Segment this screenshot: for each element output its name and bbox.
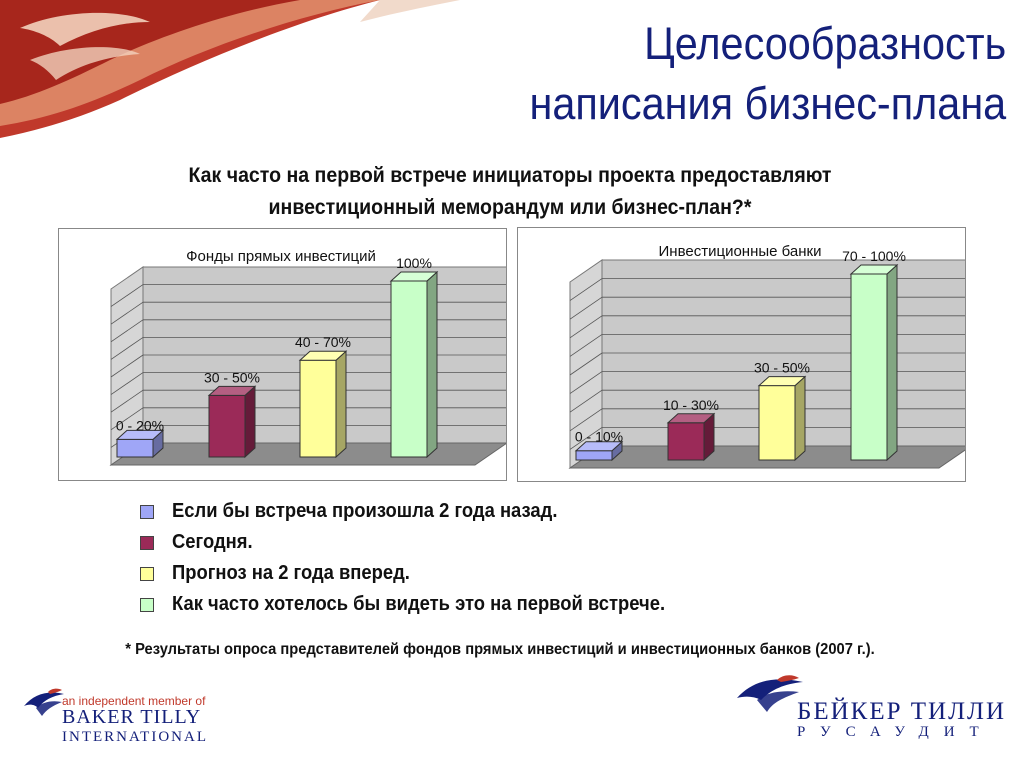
baker-tilly-international-logo: an independent member of BAKER TILLY INT… bbox=[22, 686, 222, 746]
chart-data-label: 30 - 50% bbox=[204, 369, 260, 385]
chart-bar bbox=[757, 375, 807, 462]
chart-bar-front bbox=[575, 450, 613, 461]
chart-bar bbox=[574, 440, 624, 462]
logo-subname: РУСАУДИТ bbox=[797, 724, 994, 740]
chart-gridline bbox=[110, 389, 144, 413]
bird-logo-icon bbox=[737, 675, 803, 712]
chart-bar bbox=[849, 263, 899, 462]
chart-data-label: 0 - 20% bbox=[116, 417, 164, 433]
chart-bar-top bbox=[849, 264, 899, 275]
chart-gridline bbox=[110, 372, 144, 395]
chart-gridline bbox=[569, 427, 603, 450]
chart-gridline bbox=[569, 278, 603, 301]
chart-bar-side bbox=[335, 350, 347, 459]
chart-bar-top bbox=[389, 271, 439, 282]
chart-bar-side bbox=[426, 270, 438, 459]
logo-name: BAKER TILLY bbox=[62, 706, 202, 728]
chart-gridline bbox=[569, 296, 603, 320]
chart-gridline bbox=[569, 315, 603, 339]
legend-swatch bbox=[140, 504, 154, 519]
chart-gridline bbox=[110, 319, 144, 343]
footnote: * Результаты опроса представителей фондо… bbox=[125, 641, 875, 658]
chart-bar-side bbox=[244, 385, 256, 459]
chart-gridline bbox=[569, 371, 603, 394]
chart-title: Фонды прямых инвестиций bbox=[186, 248, 376, 265]
page-title: Целесообразность написания бизнес-плана bbox=[529, 14, 1006, 134]
chart-data-label: 70 - 100% bbox=[842, 248, 906, 264]
chart-bar-front bbox=[299, 359, 337, 458]
chart-bar bbox=[298, 350, 348, 459]
chart-data-label: 10 - 30% bbox=[663, 397, 719, 413]
logo-tagline: an independent member of bbox=[62, 694, 206, 708]
legend-label: Прогноз на 2 года вперед. bbox=[172, 562, 410, 584]
decorative-swoosh bbox=[0, 0, 460, 138]
survey-question-line1: Как часто на первой встрече инициаторы п… bbox=[188, 164, 832, 187]
chart-panel-private-equity: Фонды прямых инвестиций 0 - 20% 30 - 50% 40… bbox=[58, 228, 507, 481]
baker-tilly-rusaudit-logo: БЕЙКЕР ТИЛЛИ РУСАУДИТ bbox=[735, 670, 1015, 750]
chart-bar-front bbox=[208, 394, 246, 458]
chart-gridline bbox=[110, 354, 144, 378]
chart-bar-side bbox=[886, 263, 898, 462]
legend-swatch bbox=[140, 535, 154, 550]
chart-gridline bbox=[110, 284, 144, 307]
chart-data-label: 40 - 70% bbox=[295, 334, 351, 350]
chart-gridline bbox=[110, 337, 144, 360]
legend-label: Если бы встреча произошла 2 года назад. bbox=[172, 500, 558, 522]
chart-gridline bbox=[569, 334, 603, 357]
chart-bar-front bbox=[667, 422, 705, 461]
bird-logo-icon bbox=[24, 688, 64, 716]
logo-name: БЕЙКЕР ТИЛЛИ bbox=[797, 698, 1007, 725]
chart-gridline bbox=[569, 352, 603, 376]
chart-bar-top bbox=[666, 413, 716, 424]
chart-gridline bbox=[110, 407, 144, 431]
chart-investment-banks: Инвестиционные банки 0 - 10% 10 - 30% 30 - … bbox=[568, 243, 965, 469]
chart-data-label: 100% bbox=[396, 255, 432, 271]
page-title-line2: написания бизнес-плана bbox=[529, 78, 1006, 129]
legend-item: Если бы встреча произошла 2 года назад. bbox=[140, 496, 708, 527]
chart-bar bbox=[666, 412, 716, 462]
chart-gridline bbox=[569, 389, 603, 413]
legend-item: Прогноз на 2 года вперед. bbox=[140, 558, 708, 589]
chart-bar-top bbox=[757, 376, 807, 387]
survey-question: Как часто на первой встрече инициаторы п… bbox=[92, 160, 929, 224]
chart-bar-front bbox=[390, 280, 428, 458]
chart-bar-top bbox=[574, 441, 624, 452]
page-title-line1: Целесообразность bbox=[643, 18, 1006, 69]
chart-data-label: 0 - 10% bbox=[575, 429, 623, 445]
chart-panel-investment-banks: Инвестиционные банки 0 - 10% 10 - 30% 30 - … bbox=[517, 227, 966, 482]
legend-item: Как часто хотелось бы видеть это на перв… bbox=[140, 589, 708, 620]
chart-private-equity: Фонды прямых инвестиций 0 - 20% 30 - 50% 40… bbox=[109, 248, 506, 466]
legend-label: Сегодня. bbox=[172, 531, 253, 553]
chart-bar-front bbox=[116, 438, 154, 458]
chart-bar-front bbox=[850, 273, 888, 461]
chart-bar-top bbox=[298, 350, 348, 361]
legend-label: Как часто хотелось бы видеть это на перв… bbox=[172, 593, 666, 615]
legend: Если бы встреча произошла 2 года назад. … bbox=[140, 496, 708, 620]
chart-bar-top bbox=[115, 429, 165, 440]
logo-subname: INTERNATIONAL bbox=[62, 729, 208, 745]
survey-question-line2: инвестиционный меморандум или бизнес-пла… bbox=[268, 196, 752, 219]
chart-bar bbox=[207, 385, 257, 459]
chart-data-label: 30 - 50% bbox=[754, 360, 810, 376]
chart-bar bbox=[115, 429, 165, 459]
chart-bar bbox=[389, 270, 439, 459]
chart-gridline bbox=[569, 408, 603, 432]
chart-gridline bbox=[110, 301, 144, 325]
chart-bar-top bbox=[207, 385, 257, 396]
chart-bar-side bbox=[794, 375, 806, 462]
legend-item: Сегодня. bbox=[140, 527, 708, 558]
legend-swatch bbox=[140, 597, 154, 612]
chart-bar-front bbox=[758, 385, 796, 461]
legend-swatch bbox=[140, 566, 154, 581]
chart-title: Инвестиционные банки bbox=[659, 243, 822, 260]
